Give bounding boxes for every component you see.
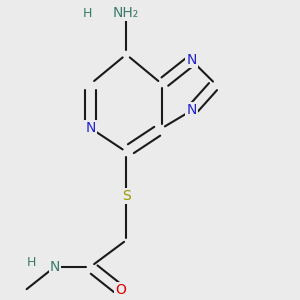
Text: S: S (122, 189, 130, 203)
Text: NH₂: NH₂ (113, 6, 139, 20)
Text: O: O (115, 283, 126, 297)
Text: N: N (85, 121, 96, 135)
Text: N: N (186, 53, 197, 68)
Text: H: H (26, 256, 36, 269)
Text: N: N (50, 260, 60, 274)
Text: H: H (83, 7, 92, 20)
Text: N: N (186, 103, 197, 118)
